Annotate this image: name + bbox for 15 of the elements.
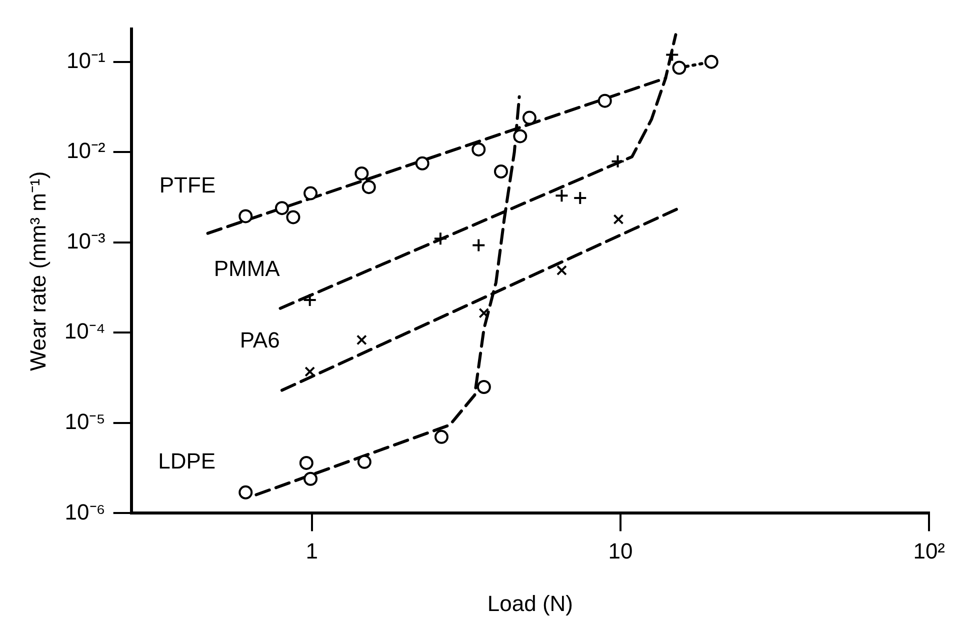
x-tick-label: 1: [306, 538, 318, 564]
series-label: PMMA: [214, 256, 280, 282]
y-tick-label: 10⁻¹: [66, 48, 106, 73]
y-tick-label: 10⁻⁴: [64, 318, 106, 344]
x-axis-title: Load (N): [487, 590, 574, 616]
y-tick-label: 10⁻⁶: [64, 499, 106, 524]
y-tick-label: 10⁻⁵: [64, 408, 106, 434]
y-tick-label: 10⁻³: [66, 228, 106, 254]
y-axis-title: Wear rate (mm³ m⁻¹): [25, 171, 50, 372]
x-tick-label: 10: [608, 538, 633, 564]
series-label: PA6: [240, 328, 280, 353]
series-label: PTFE: [159, 172, 216, 198]
y-tick-label: 10⁻²: [66, 138, 106, 164]
series-label: LDPE: [158, 448, 216, 474]
x-tick-label: 10²: [913, 538, 945, 564]
